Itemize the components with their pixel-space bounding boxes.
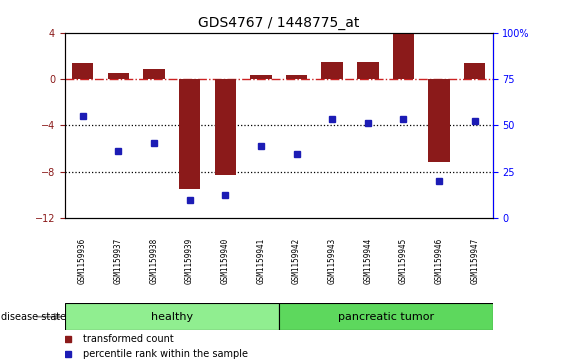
- Text: GSM1159941: GSM1159941: [256, 237, 265, 284]
- Text: GSM1159936: GSM1159936: [78, 237, 87, 284]
- Text: percentile rank within the sample: percentile rank within the sample: [83, 349, 248, 359]
- Bar: [286, 76, 307, 79]
- Text: GSM1159947: GSM1159947: [470, 237, 479, 284]
- Bar: [108, 73, 129, 79]
- Title: GDS4767 / 1448775_at: GDS4767 / 1448775_at: [198, 16, 359, 30]
- Bar: [250, 75, 271, 79]
- Bar: [215, 79, 236, 175]
- Text: GSM1159944: GSM1159944: [363, 237, 372, 284]
- Bar: [357, 62, 378, 79]
- Text: healthy: healthy: [151, 312, 193, 322]
- Text: GSM1159945: GSM1159945: [399, 237, 408, 284]
- Text: GSM1159943: GSM1159943: [328, 237, 337, 284]
- Text: GSM1159939: GSM1159939: [185, 237, 194, 284]
- Text: GSM1159940: GSM1159940: [221, 237, 230, 284]
- Bar: [464, 63, 485, 79]
- Text: GSM1159942: GSM1159942: [292, 237, 301, 284]
- Text: GSM1159937: GSM1159937: [114, 237, 123, 284]
- Bar: [393, 33, 414, 79]
- Bar: [179, 79, 200, 189]
- Text: pancreatic tumor: pancreatic tumor: [338, 312, 434, 322]
- Text: GSM1159946: GSM1159946: [435, 237, 444, 284]
- Bar: [143, 69, 164, 79]
- Bar: [321, 62, 343, 79]
- Text: transformed count: transformed count: [83, 334, 173, 344]
- Bar: [72, 63, 93, 79]
- Bar: [428, 79, 450, 162]
- Text: disease state: disease state: [1, 312, 66, 322]
- Bar: [65, 303, 279, 330]
- Text: GSM1159938: GSM1159938: [149, 237, 158, 284]
- Bar: [279, 303, 493, 330]
